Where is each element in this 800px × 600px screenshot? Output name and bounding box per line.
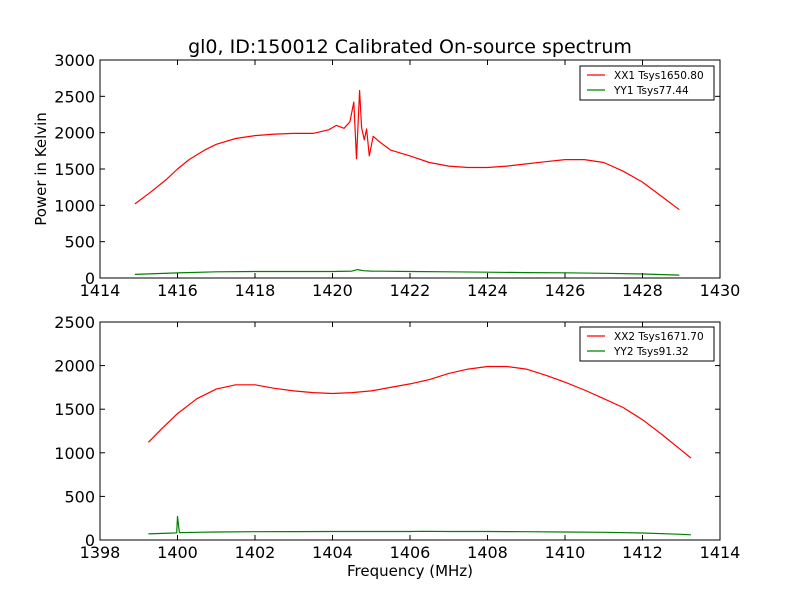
y-tick-label: 1500 — [54, 400, 95, 419]
y-tick-label: 2000 — [54, 124, 95, 143]
series-line-xx2 — [147, 365, 692, 459]
legend: XX2 Tsys1671.70 YY2 Tsys91.32 — [579, 326, 715, 362]
legend: XX1 Tsys1650.80 YY1 Tsys77.44 — [579, 65, 715, 101]
x-tick-label: 1406 — [390, 543, 431, 562]
x-tick-label: 1398 — [80, 543, 121, 562]
x-tick-label: 1416 — [157, 281, 198, 300]
series-line-yy2 — [148, 515, 691, 536]
y-tick-label: 0 — [85, 531, 95, 550]
legend-box — [579, 65, 715, 101]
y-tick-label: 1000 — [54, 196, 95, 215]
legend-label: XX1 Tsys1650.80 — [614, 70, 704, 82]
y-tick-label: 500 — [64, 487, 95, 506]
y-axis-label: Power in Kelvin — [32, 112, 50, 226]
x-tick-label: 1420 — [312, 281, 353, 300]
x-axis-label: Frequency (MHz) — [347, 562, 473, 580]
y-tick-label: 2500 — [54, 313, 95, 332]
y-tick-label: 1000 — [54, 444, 95, 463]
x-tick-label: 1404 — [312, 543, 353, 562]
chart-title: gl0, ID:150012 Calibrated On-source spec… — [188, 36, 632, 58]
legend-label: YY2 Tsys91.32 — [613, 346, 689, 358]
x-tick-label: 1426 — [545, 281, 586, 300]
x-tick-label: 1418 — [235, 281, 276, 300]
plot-bottom-xx2-yy2: 1398 1400 1402 1404 1406 1408 1410 1412 1414 0 500… — [54, 313, 740, 562]
y-tick-label: 2500 — [54, 87, 95, 106]
y-tick-label: 3000 — [54, 51, 95, 70]
x-tick-label: 1430 — [700, 281, 741, 300]
legend-box — [579, 326, 715, 362]
x-tick-label: 1408 — [467, 543, 508, 562]
legend-label: XX2 Tsys1671.70 — [614, 331, 704, 343]
y-tick-label: 0 — [85, 269, 95, 288]
x-tick-label: 1414 — [700, 543, 741, 562]
x-tick-label: 1412 — [622, 543, 663, 562]
x-tick-label: 1414 — [80, 281, 121, 300]
x-tick-label: 1410 — [545, 543, 586, 562]
plot-top-xx1-yy1: 1414 1416 1418 1420 1422 1424 1426 1428 1430 0 500… — [54, 51, 740, 300]
x-tick-label: 1422 — [390, 281, 431, 300]
x-tick-label: 1400 — [157, 543, 198, 562]
x-tick-label: 1424 — [467, 281, 508, 300]
series-line-xx1 — [134, 89, 680, 211]
x-tick-label: 1402 — [235, 543, 276, 562]
legend-label: YY1 Tsys77.44 — [613, 85, 689, 97]
y-tick-label: 2000 — [54, 357, 95, 376]
series-line-yy1 — [134, 269, 680, 276]
y-tick-label: 500 — [64, 233, 95, 252]
x-tick-label: 1428 — [622, 281, 663, 300]
y-tick-label: 1500 — [54, 160, 95, 179]
